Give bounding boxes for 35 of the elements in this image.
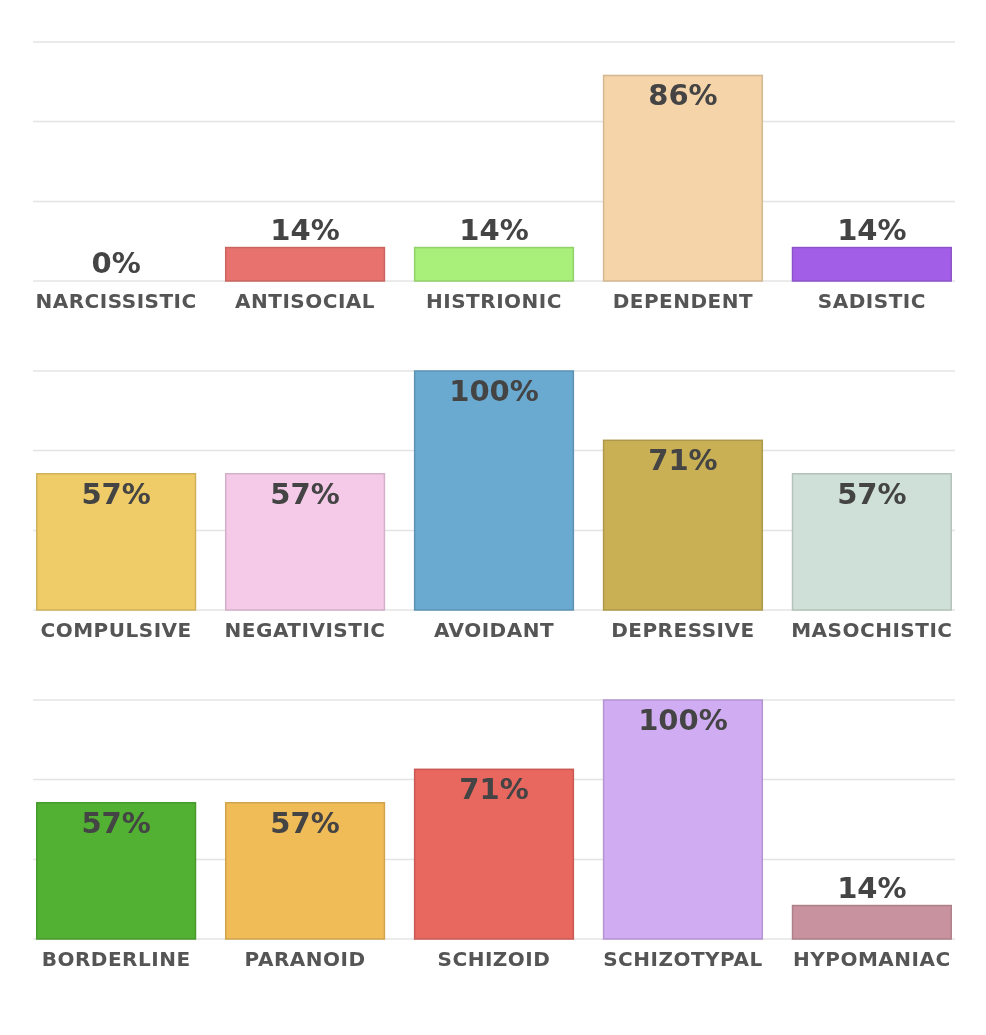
data-label: 57% bbox=[837, 476, 907, 511]
x-tick-label: PARANOID bbox=[244, 947, 366, 971]
x-tick-label: AVOIDANT bbox=[433, 618, 555, 642]
data-label: 14% bbox=[837, 212, 907, 247]
x-tick-label: NEGATIVISTIC bbox=[224, 618, 386, 642]
x-tick-label: MASOCHISTIC bbox=[791, 618, 953, 642]
bar bbox=[36, 802, 197, 940]
x-tick-label: BORDERLINE bbox=[41, 947, 191, 971]
data-label: 86% bbox=[648, 78, 718, 113]
bar bbox=[602, 699, 764, 940]
data-label: 14% bbox=[270, 212, 340, 247]
x-tick-label: NARCISSISTIC bbox=[35, 289, 197, 313]
x-tick-label: HYPOMANIAC bbox=[793, 947, 951, 971]
data-label: 57% bbox=[270, 476, 340, 511]
data-label: 100% bbox=[449, 374, 539, 408]
data-label: 57% bbox=[81, 805, 151, 840]
x-tick-label: SCHIZOTYPAL bbox=[603, 947, 763, 971]
bar bbox=[413, 768, 575, 940]
data-label: 57% bbox=[81, 476, 151, 511]
x-tick-label: SADISTIC bbox=[817, 289, 926, 313]
data-label: 14% bbox=[837, 870, 907, 905]
data-label: 71% bbox=[648, 443, 718, 478]
data-label: 14% bbox=[459, 212, 529, 247]
data-label: 0% bbox=[91, 246, 141, 280]
x-tick-label: HISTRIONIC bbox=[426, 289, 562, 313]
x-tick-label: COMPULSIVE bbox=[40, 618, 192, 642]
data-label: 71% bbox=[459, 772, 529, 807]
bar bbox=[224, 802, 386, 940]
x-tick-label: ANTISOCIAL bbox=[235, 289, 376, 313]
x-tick-label: SCHIZOID bbox=[437, 947, 551, 971]
x-tick-label: DEPRESSIVE bbox=[611, 618, 755, 642]
data-label: 100% bbox=[638, 703, 728, 737]
data-label: 57% bbox=[270, 805, 340, 840]
bar bbox=[791, 904, 952, 940]
x-tick-label: DEPENDENT bbox=[612, 289, 754, 313]
